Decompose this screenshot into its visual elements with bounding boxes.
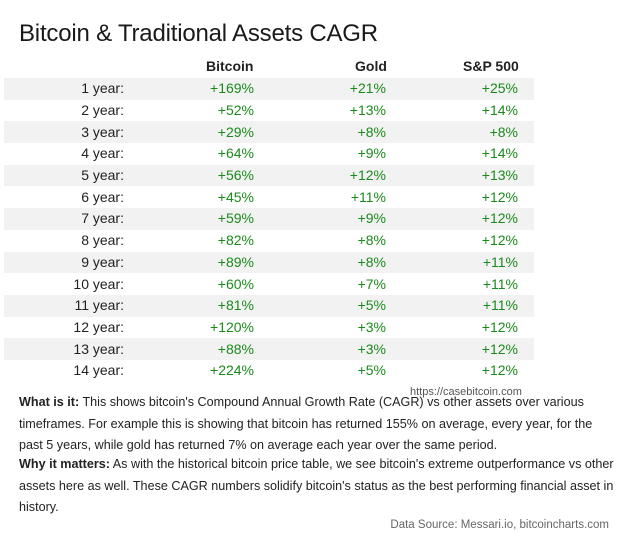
row-label: 3 year: xyxy=(4,121,124,144)
table-row: 8 year: +82% +8% +12% xyxy=(4,230,534,252)
table-row: 7 year: +59% +9% +12% xyxy=(4,208,534,230)
gold-value: +8% xyxy=(254,251,386,274)
row-label: 2 year: xyxy=(81,102,124,119)
table-row: 10 year: +60% +7% +11% xyxy=(4,273,534,295)
gold-value: +11% xyxy=(350,188,386,205)
bitcoin-value: +89% xyxy=(124,251,254,274)
bitcoin-value: +88% xyxy=(124,338,254,360)
why-it-matters-text: As with the historical bitcoin price tab… xyxy=(19,457,614,514)
sp500-value: +14% xyxy=(481,102,518,119)
row-padding xyxy=(518,121,534,144)
row-label: 7 year: xyxy=(4,208,124,230)
row-label: 8 year: xyxy=(81,232,124,249)
row-padding xyxy=(518,360,534,382)
sp500-value: +11% xyxy=(386,294,518,317)
row-padding xyxy=(518,338,534,360)
cagr-table: 1 year: +169% +21% +25% 2 year: +52% +13% +14% 3… xyxy=(4,78,534,382)
table-row: 3 year: +29% +8% +8% xyxy=(4,121,534,144)
row-label: 9 year: xyxy=(4,251,124,274)
gold-value: +9% xyxy=(254,208,386,230)
bitcoin-value: +64% xyxy=(217,145,254,162)
table-row: 5 year: +56% +12% +13% xyxy=(4,164,534,187)
bitcoin-value: +82% xyxy=(217,232,254,249)
sp500-value: +12% xyxy=(386,208,518,230)
row-padding xyxy=(518,208,534,230)
gold-value: +3% xyxy=(357,318,386,335)
why-it-matters-label: Why it matters: xyxy=(19,457,110,471)
sp500-value: +11% xyxy=(482,275,518,292)
sp500-value: +11% xyxy=(386,251,518,274)
table-row: 1 year: +169% +21% +25% xyxy=(4,78,534,100)
what-is-it-label: What is it: xyxy=(19,395,80,409)
what-is-it-paragraph: What is it: This shows bitcoin's Compoun… xyxy=(19,392,615,457)
table-row: 4 year: +64% +9% +14% xyxy=(4,143,534,165)
sp500-value: +12% xyxy=(481,188,518,205)
table-row: 2 year: +52% +13% +14% xyxy=(4,100,534,122)
column-header-bitcoin: Bitcoin xyxy=(206,58,254,74)
sp500-value: +12% xyxy=(481,362,518,379)
bitcoin-value: +120% xyxy=(210,318,254,335)
gold-value: +9% xyxy=(357,145,386,162)
row-label: 12 year: xyxy=(73,318,124,335)
row-label: 1 year: xyxy=(4,78,124,100)
sp500-value: +12% xyxy=(481,318,518,335)
sp500-value: +12% xyxy=(481,232,518,249)
table-row: 6 year: +45% +11% +12% xyxy=(4,186,534,208)
bitcoin-value: +224% xyxy=(210,362,254,379)
gold-value: +8% xyxy=(254,121,386,144)
sp500-value: +25% xyxy=(386,78,518,100)
chart-title: Bitcoin & Traditional Assets CAGR xyxy=(19,20,378,47)
row-padding xyxy=(518,186,534,208)
what-is-it-text: This shows bitcoin's Compound Annual Gro… xyxy=(19,395,593,452)
row-padding xyxy=(518,164,534,187)
bitcoin-value: +45% xyxy=(217,188,254,205)
bitcoin-value: +56% xyxy=(124,164,254,187)
row-label: 13 year: xyxy=(4,338,124,360)
sp500-value: +8% xyxy=(386,121,518,144)
sp500-value: +13% xyxy=(386,164,518,187)
bitcoin-value: +169% xyxy=(124,78,254,100)
column-header-sp500: S&P 500 xyxy=(463,58,519,74)
row-padding xyxy=(518,230,534,252)
bitcoin-value: +59% xyxy=(124,208,254,230)
row-padding xyxy=(518,294,534,317)
gold-value: +3% xyxy=(254,338,386,360)
row-padding xyxy=(518,251,534,274)
row-padding xyxy=(518,100,534,122)
gold-value: +7% xyxy=(357,275,386,292)
bitcoin-value: +60% xyxy=(217,275,254,292)
source-url: https://casebitcoin.com xyxy=(410,386,522,398)
column-header-gold: Gold xyxy=(355,58,387,74)
gold-value: +8% xyxy=(357,232,386,249)
sp500-value: +14% xyxy=(481,145,518,162)
why-it-matters-paragraph: Why it matters: As with the historical b… xyxy=(19,454,615,519)
row-label: 5 year: xyxy=(4,164,124,187)
table-row: 12 year: +120% +3% +12% xyxy=(4,317,534,339)
data-source-note: Data Source: Messari.io, bitcoincharts.c… xyxy=(390,519,609,531)
table-row: 14 year: +224% +5% +12% xyxy=(4,360,534,382)
row-padding xyxy=(518,78,534,100)
bitcoin-value: +52% xyxy=(217,102,254,119)
gold-value: +12% xyxy=(254,164,386,187)
gold-value: +5% xyxy=(357,362,386,379)
table-row: 9 year: +89% +8% +11% xyxy=(4,251,534,274)
row-label: 10 year: xyxy=(73,275,124,292)
row-label: 4 year: xyxy=(81,145,124,162)
bitcoin-value: +81% xyxy=(124,294,254,317)
row-label: 6 year: xyxy=(81,188,124,205)
row-padding xyxy=(518,273,534,295)
table-row: 13 year: +88% +3% +12% xyxy=(4,338,534,360)
table-row: 11 year: +81% +5% +11% xyxy=(4,294,534,317)
row-padding xyxy=(518,317,534,339)
row-label: 14 year: xyxy=(73,362,124,379)
gold-value: +21% xyxy=(254,78,386,100)
gold-value: +5% xyxy=(254,294,386,317)
sp500-value: +12% xyxy=(386,338,518,360)
gold-value: +13% xyxy=(349,102,386,119)
row-label: 11 year: xyxy=(4,294,124,317)
row-padding xyxy=(518,143,534,165)
bitcoin-value: +29% xyxy=(124,121,254,144)
table-header: Bitcoin Gold S&P 500 xyxy=(4,58,534,78)
